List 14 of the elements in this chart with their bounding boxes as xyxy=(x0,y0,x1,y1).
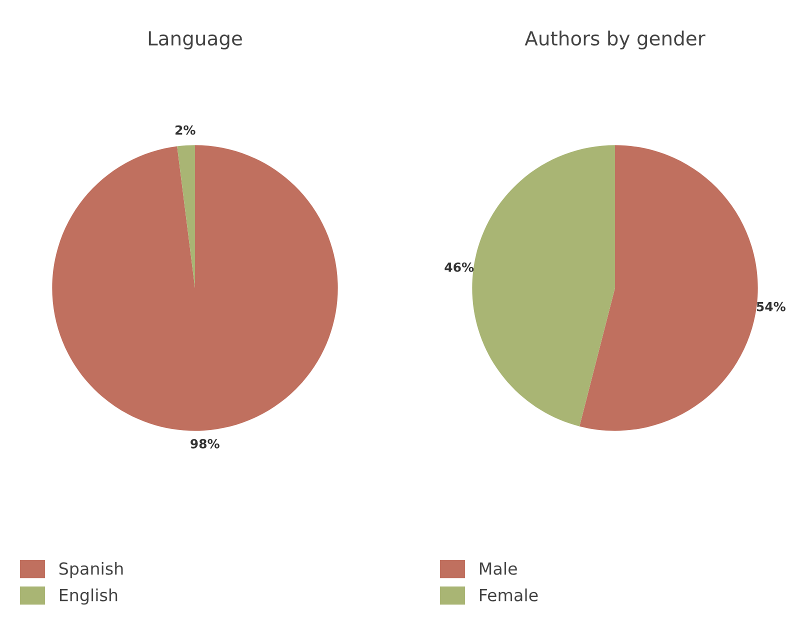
data-label: 98% xyxy=(190,439,220,448)
data-label: 46% xyxy=(444,262,474,272)
pie-slice xyxy=(472,145,615,426)
pie-slice xyxy=(52,145,338,431)
pie-slice xyxy=(579,145,758,431)
data-label: 2% xyxy=(176,125,196,135)
legend-label: Female xyxy=(480,588,538,602)
data-label: 54% xyxy=(756,302,786,312)
legend-label: Spanish xyxy=(59,562,123,578)
chart-title: Authors by gender xyxy=(524,30,706,50)
chart-title: Language xyxy=(148,31,242,50)
pie-slice xyxy=(177,145,195,288)
legend-label: Male xyxy=(480,562,517,575)
legend-label: English xyxy=(60,588,118,605)
